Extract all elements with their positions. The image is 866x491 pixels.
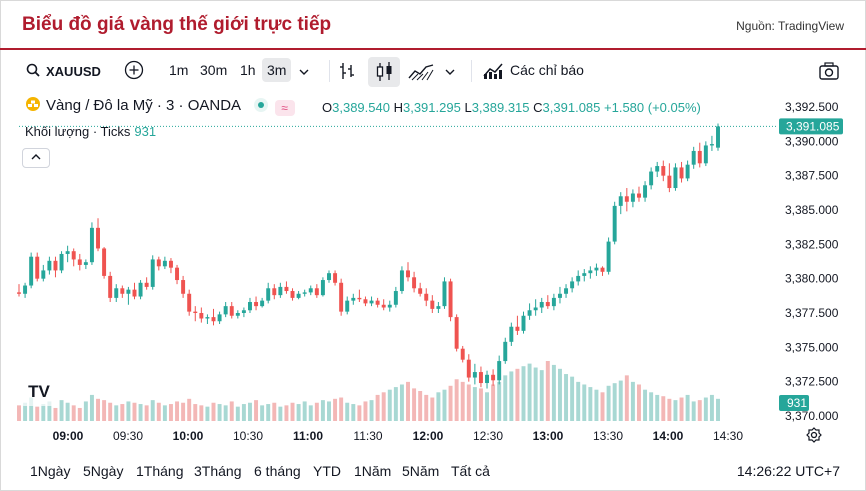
change-value: +1.580 (+0.05%) bbox=[604, 100, 701, 115]
chevron-down-icon[interactable] bbox=[299, 64, 309, 80]
interval-30m[interactable]: 30m bbox=[200, 62, 228, 78]
gold-bars-icon bbox=[26, 97, 40, 111]
divider bbox=[329, 60, 330, 82]
range-all[interactable]: Tất cả bbox=[451, 463, 490, 479]
source-label[interactable]: Nguồn: TradingView bbox=[736, 19, 844, 33]
chart-toolbar: XAUUSD 1m 30m 1h 3m Các chỉ báo bbox=[16, 56, 850, 90]
volume-legend: Khối lượng · Ticks 931 bbox=[25, 124, 156, 139]
range-5y[interactable]: 5Năm bbox=[402, 463, 440, 479]
settings-gear-icon[interactable] bbox=[806, 427, 822, 448]
indicators-icon[interactable] bbox=[482, 61, 504, 84]
candle-style-icon[interactable] bbox=[368, 57, 400, 87]
interval-1h[interactable]: 1h bbox=[240, 62, 256, 78]
page-title: Biểu đồ giá vàng thế giới trực tiếp bbox=[22, 14, 332, 35]
range-3m[interactable]: 3Tháng bbox=[194, 463, 242, 479]
open-value: 3,389.540 bbox=[332, 100, 390, 115]
range-6m[interactable]: 6 tháng bbox=[254, 463, 301, 479]
ohlc-values: O3,389.540 H3,391.295 L3,389.315 C3,391.… bbox=[322, 100, 701, 115]
bar-style-icon[interactable] bbox=[338, 61, 356, 84]
close-label: C bbox=[533, 100, 543, 115]
volume-label[interactable]: Khối lượng · Ticks bbox=[25, 124, 131, 139]
low-value: 3,389.315 bbox=[471, 100, 530, 115]
area-style-icon[interactable] bbox=[408, 62, 434, 85]
symbol-description[interactable]: Vàng / Đô la Mỹ · 3 · OANDA bbox=[46, 97, 241, 114]
chevron-down-icon[interactable] bbox=[445, 64, 455, 80]
range-5d[interactable]: 5Ngày bbox=[83, 463, 124, 479]
camera-icon[interactable] bbox=[818, 61, 840, 84]
interval-1m[interactable]: 1m bbox=[169, 62, 189, 78]
high-value: 3,391.295 bbox=[402, 100, 461, 115]
low-label: L bbox=[464, 100, 472, 115]
header: Biểu đồ giá vàng thế giới trực tiếp Nguồ… bbox=[0, 0, 866, 50]
range-1y[interactable]: 1Năm bbox=[354, 463, 392, 479]
high-label: H bbox=[393, 100, 403, 115]
search-icon[interactable] bbox=[26, 63, 40, 80]
add-symbol-icon[interactable] bbox=[124, 60, 144, 83]
symbol-legend: Vàng / Đô la Mỹ · 3 · OANDA ≈ bbox=[24, 97, 295, 116]
range-ytd[interactable]: YTD bbox=[313, 463, 341, 479]
delayed-data-icon[interactable]: ≈ bbox=[274, 100, 295, 116]
symbol-button[interactable]: XAUUSD bbox=[46, 64, 101, 79]
divider bbox=[471, 60, 472, 82]
time-range-bar: 1Ngày 5Ngày 1Tháng 3Tháng 6 tháng YTD 1N… bbox=[16, 458, 850, 484]
volume-value: 931 bbox=[134, 124, 157, 139]
market-open-icon[interactable] bbox=[254, 98, 269, 112]
indicators-button[interactable]: Các chỉ báo bbox=[510, 62, 584, 78]
range-1m[interactable]: 1Tháng bbox=[136, 463, 184, 479]
close-value: 3,391.085 bbox=[542, 100, 601, 115]
open-label: O bbox=[322, 100, 333, 115]
range-1d[interactable]: 1Ngày bbox=[30, 463, 71, 479]
collapse-legend-button[interactable] bbox=[22, 148, 50, 168]
clock-readout[interactable]: 14:26:22 UTC+7 bbox=[736, 463, 840, 479]
interval-3m[interactable]: 3m bbox=[262, 58, 292, 82]
